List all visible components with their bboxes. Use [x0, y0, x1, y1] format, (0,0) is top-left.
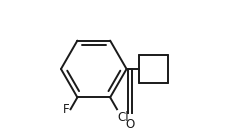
Text: Cl: Cl [118, 111, 129, 124]
Text: O: O [125, 118, 135, 131]
Text: F: F [63, 103, 70, 116]
